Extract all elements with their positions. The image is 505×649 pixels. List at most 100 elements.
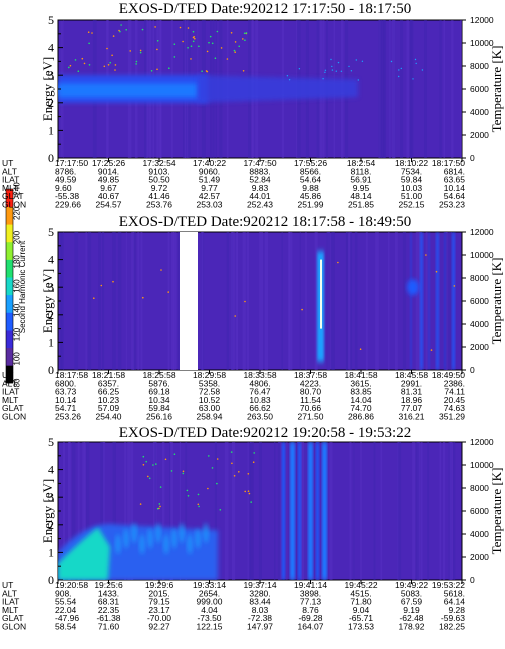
data-point [179,26,182,29]
data-point [156,507,159,510]
ephemeris-value: 63.65 [444,175,466,185]
data-point [415,62,417,65]
texture-stripe [314,232,318,370]
texture-stripe [98,232,101,370]
ephemeris-value: 122.15 [197,622,223,632]
data-point [87,31,90,33]
y-tick-label: 0 [48,573,54,587]
data-point [182,472,185,475]
y-right-tick-label: 2000 [470,342,489,352]
ephemeris-value: 253.03 [197,200,223,210]
ephemeris-value: 77.07 [401,403,423,413]
data-point [231,462,233,465]
texture-stripe [246,232,250,370]
texture-stripe [460,20,462,158]
texture-stripe [451,20,454,158]
colorbar-cell [6,330,13,349]
ephemeris-value: 9.04 [353,605,370,615]
ephemeris-value: 6357. [98,378,119,388]
ephemeris-value: 9.28 [448,605,465,615]
ephemeris-value: 253.26 [55,412,81,422]
ephemeris-value: 5083. [401,588,422,598]
ephemeris-value: 8566. [300,166,321,176]
y-right-tick-label: 4000 [470,529,489,539]
data-point [154,26,156,28]
x-tick-label: 17:17:50 [55,158,88,168]
data-point [348,65,350,68]
data-point [350,70,353,72]
texture-stripe [127,442,131,580]
ephemeris-value: 22.04 [55,605,77,615]
y-right-tick-label: 10000 [470,38,494,48]
ephemeris-value: 8.76 [302,605,319,615]
streak [444,232,446,370]
ephemeris-value: 56.91 [350,175,372,185]
ephemeris-value: 9103. [148,166,169,176]
y-tick-label: 3 [48,490,54,504]
texture-stripe [258,442,262,580]
data-point [324,71,326,74]
panel-3-data-layer [58,442,456,580]
low-energy-peak [58,527,110,580]
energy-band-core [58,83,198,98]
data-point [286,75,289,77]
ephemeris-value: 9060. [199,166,220,176]
ephemeris-value: 66.62 [249,403,271,413]
colorbar-tick-label: 80 [13,378,22,387]
blob [195,528,201,549]
y-right-tick-label: 12000 [470,15,494,25]
ephemeris-value: 18.96 [401,395,423,405]
data-point [120,24,122,26]
ephemeris-value: 52.84 [249,175,271,185]
data-point [234,315,236,317]
ephemeris-value: 63.73 [55,387,77,397]
data-point [112,35,115,37]
texture-stripe [402,232,407,370]
texture-stripe [412,442,416,580]
texture-stripe [170,442,172,580]
x-tick-label: 18:2:54 [347,158,376,168]
x-tick-label: 19:45:22 [344,580,377,590]
ephemeris-value: 74.63 [444,403,466,413]
colorbar-cell [6,277,13,296]
ephemeris-value: 10.14 [55,395,77,405]
data-point [114,69,116,71]
ephemeris-value: 80.70 [300,387,322,397]
ephemeris-value: 316.21 [399,412,425,422]
data-point [83,62,86,65]
colorbar-frame [5,188,14,384]
data-point [100,284,103,287]
data-point [331,69,334,71]
streak [436,232,439,370]
texture-stripe [381,20,384,158]
data-point [170,470,173,472]
ephemeris-value: 2386. [444,378,465,388]
data-point [125,29,127,31]
texture-stripe [417,232,422,370]
ephemeris-value: 252.43 [247,200,273,210]
ephemeris-row-label: ILAT [2,175,19,185]
y-tick-label: 3 [48,280,54,294]
texture-stripe [242,232,246,370]
texture-stripe [82,442,86,580]
texture-stripe [365,232,368,370]
texture-stripe [378,20,383,158]
ephemeris-value: 59.84 [148,403,170,413]
ephemeris-value: 10.03 [401,183,423,193]
colorbar-tick-label: 220 [13,206,22,220]
texture-stripe [77,442,80,580]
texture-stripe [394,232,398,370]
texture-stripe [249,442,252,580]
ephemeris-value: 76.47 [249,387,271,397]
texture-stripe [125,232,127,370]
data-point [156,68,158,71]
texture-stripe [68,442,70,580]
ephemeris-value: 55.54 [55,597,77,607]
ephemeris-value: 10.52 [199,395,221,405]
ephemeris-value: -65.71 [349,613,373,623]
ephemeris-value: 54.71 [55,403,77,413]
data-point [288,79,291,81]
data-point [68,66,70,69]
ephemeris-value: 351.29 [439,412,465,422]
